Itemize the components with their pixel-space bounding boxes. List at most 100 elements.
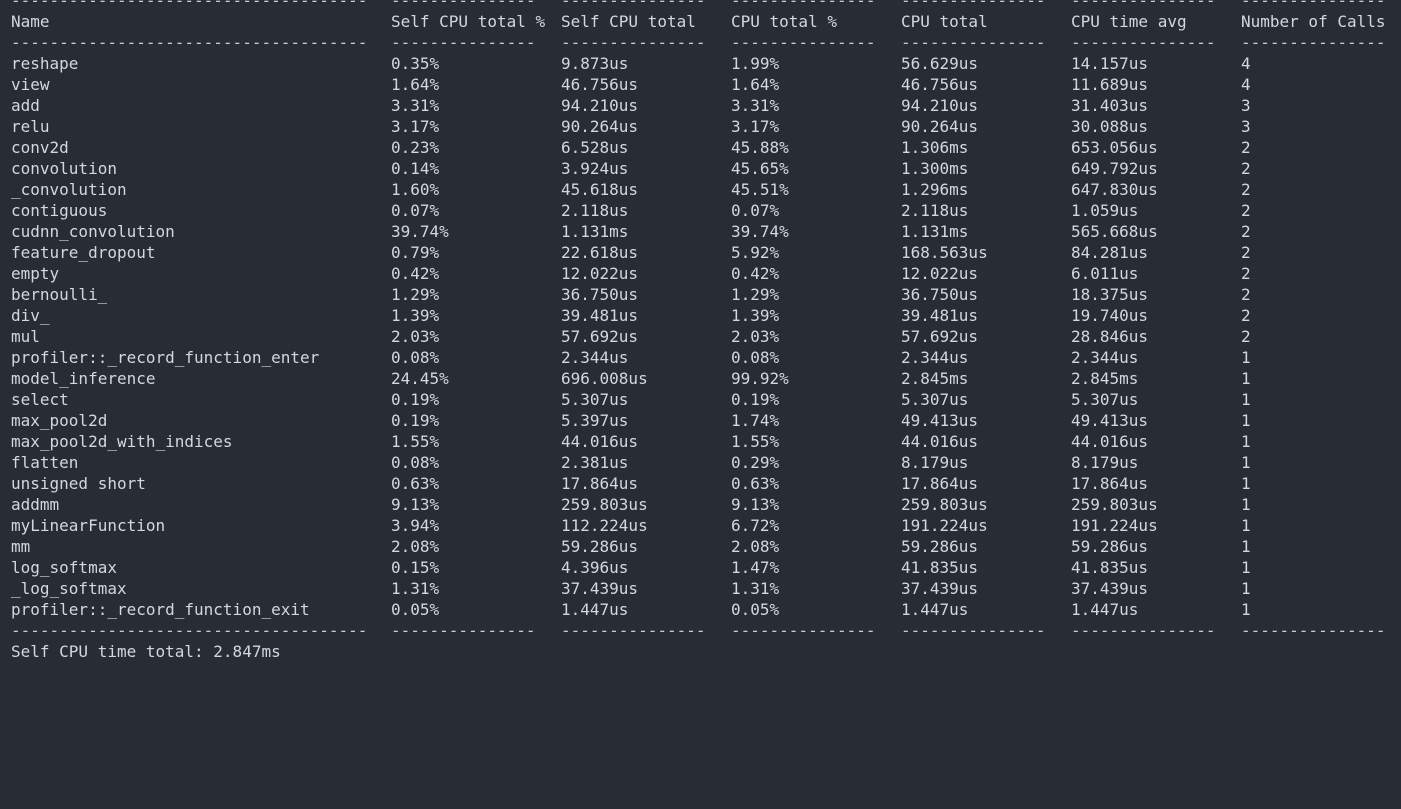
cell-cpu-total-pct: 1.29% <box>731 285 780 304</box>
cell-cpu-time-avg: 1.059us <box>1071 201 1139 220</box>
cell-cpu-total-pct: 0.19% <box>731 390 780 409</box>
cell-self-cpu-total-pct: 0.05% <box>391 600 440 619</box>
cell-cpu-time-avg: 5.307us <box>1071 390 1139 409</box>
cell-self-cpu-total-pct: 3.31% <box>391 96 440 115</box>
cell-cpu-time-avg: 41.835us <box>1071 558 1149 577</box>
table-row: addmm 9.13% 259.803us 9.13% 259.803us 259.803… <box>0 494 1401 515</box>
cell-self-cpu-total: 1.447us <box>561 600 629 619</box>
cell-self-cpu-total-pct: 0.23% <box>391 138 440 157</box>
cell-self-cpu-total: 112.224us <box>561 516 648 535</box>
cell-self-cpu-total: 57.692us <box>561 327 639 346</box>
table-row: conv2d 0.23% 6.528us 45.88% 1.306ms 653.056us… <box>0 137 1401 158</box>
cell-cpu-time-avg: 649.792us <box>1071 159 1158 178</box>
header-number-of-calls: Number of Calls <box>1241 12 1386 31</box>
cell-name: profiler::_record_function_enter <box>11 348 320 367</box>
cell-self-cpu-total-pct: 0.19% <box>391 411 440 430</box>
terminal-output: ------------------------------------- --… <box>0 0 1401 662</box>
cell-cpu-total: 168.563us <box>901 243 988 262</box>
cell-self-cpu-total: 2.344us <box>561 348 629 367</box>
cell-number-of-calls: 2 <box>1241 327 1251 346</box>
cell-name: mm <box>11 537 31 556</box>
cell-self-cpu-total-pct: 2.03% <box>391 327 440 346</box>
cell-self-cpu-total-pct: 1.39% <box>391 306 440 325</box>
cell-name: feature_dropout <box>11 243 156 262</box>
cell-cpu-total: 46.756us <box>901 75 979 94</box>
cell-self-cpu-total-pct: 0.63% <box>391 474 440 493</box>
table-row: model_inference 24.45% 696.008us 99.92% 2.84… <box>0 368 1401 389</box>
cell-self-cpu-total: 5.397us <box>561 411 629 430</box>
table-row: select 0.19% 5.307us 0.19% 5.307us 5.307us 1 <box>0 389 1401 410</box>
cell-cpu-total: 259.803us <box>901 495 988 514</box>
cell-number-of-calls: 2 <box>1241 285 1251 304</box>
cell-cpu-time-avg: 653.056us <box>1071 138 1158 157</box>
cell-number-of-calls: 2 <box>1241 264 1251 283</box>
cell-cpu-time-avg: 14.157us <box>1071 54 1149 73</box>
sep-col-self-cpu: --------------- <box>561 0 706 10</box>
cell-name: log_softmax <box>11 558 117 577</box>
bottom-separator-line: ------------------------------------- --… <box>0 620 1401 641</box>
cell-self-cpu-total: 6.528us <box>561 138 629 157</box>
cell-cpu-total: 191.224us <box>901 516 988 535</box>
cell-cpu-total-pct: 0.29% <box>731 453 780 472</box>
cell-number-of-calls: 2 <box>1241 222 1251 241</box>
table-row: flatten 0.08% 2.381us 0.29% 8.179us 8.179us 1 <box>0 452 1401 473</box>
cell-cpu-time-avg: 191.224us <box>1071 516 1158 535</box>
cell-number-of-calls: 4 <box>1241 75 1251 94</box>
cell-cpu-time-avg: 44.016us <box>1071 432 1149 451</box>
cell-self-cpu-total: 5.307us <box>561 390 629 409</box>
cell-number-of-calls: 1 <box>1241 390 1251 409</box>
cell-cpu-time-avg: 59.286us <box>1071 537 1149 556</box>
cell-cpu-total: 17.864us <box>901 474 979 493</box>
cell-cpu-total: 41.835us <box>901 558 979 577</box>
cell-cpu-time-avg: 19.740us <box>1071 306 1149 325</box>
cell-name: myLinearFunction <box>11 516 166 535</box>
cell-cpu-total: 1.306ms <box>901 138 969 157</box>
cell-cpu-time-avg: 259.803us <box>1071 495 1158 514</box>
cell-number-of-calls: 1 <box>1241 537 1251 556</box>
cell-self-cpu-total: 44.016us <box>561 432 639 451</box>
sep-col-calls: --------------- <box>1241 0 1386 10</box>
cell-number-of-calls: 1 <box>1241 495 1251 514</box>
sep-col-cpu-avg: --------------- <box>1071 33 1216 52</box>
cell-cpu-time-avg: 18.375us <box>1071 285 1149 304</box>
table-row: bernoulli_ 1.29% 36.750us 1.29% 36.750us 18.3… <box>0 284 1401 305</box>
cell-name: model_inference <box>11 369 156 388</box>
cell-cpu-total-pct: 45.65% <box>731 159 789 178</box>
cell-self-cpu-total: 696.008us <box>561 369 648 388</box>
cell-cpu-total: 36.750us <box>901 285 979 304</box>
cell-self-cpu-total: 45.618us <box>561 180 639 199</box>
cell-name: max_pool2d <box>11 411 108 430</box>
cell-cpu-total-pct: 1.31% <box>731 579 780 598</box>
cell-cpu-total: 44.016us <box>901 432 979 451</box>
sep-col-calls: --------------- <box>1241 33 1386 52</box>
cell-cpu-total: 1.447us <box>901 600 969 619</box>
sep-col-cpu-total: --------------- <box>901 621 1046 640</box>
cell-self-cpu-total-pct: 0.79% <box>391 243 440 262</box>
cell-cpu-total: 57.692us <box>901 327 979 346</box>
cell-self-cpu-total: 59.286us <box>561 537 639 556</box>
cell-cpu-total-pct: 6.72% <box>731 516 780 535</box>
cell-cpu-total-pct: 0.42% <box>731 264 780 283</box>
cell-cpu-total-pct: 1.74% <box>731 411 780 430</box>
cell-self-cpu-total: 22.618us <box>561 243 639 262</box>
self-cpu-time-total: Self CPU time total: 2.847ms <box>0 641 1401 662</box>
table-row: log_softmax 0.15% 4.396us 1.47% 41.835us 41.8… <box>0 557 1401 578</box>
table-row: add 3.31% 94.210us 3.31% 94.210us 31.403us 3 <box>0 95 1401 116</box>
cell-self-cpu-total: 1.131ms <box>561 222 629 241</box>
cell-cpu-total-pct: 99.92% <box>731 369 789 388</box>
cell-cpu-total-pct: 9.13% <box>731 495 780 514</box>
sep-col-name: ------------------------------------- <box>11 0 368 10</box>
cell-name: convolution <box>11 159 117 178</box>
cell-cpu-total-pct: 1.39% <box>731 306 780 325</box>
header-name: Name <box>11 12 50 31</box>
cell-cpu-total-pct: 0.63% <box>731 474 780 493</box>
cell-self-cpu-total-pct: 2.08% <box>391 537 440 556</box>
cell-self-cpu-total-pct: 1.64% <box>391 75 440 94</box>
cell-cpu-total-pct: 1.55% <box>731 432 780 451</box>
table-row: contiguous 0.07% 2.118us 0.07% 2.118us 1.059u… <box>0 200 1401 221</box>
cell-self-cpu-total-pct: 1.60% <box>391 180 440 199</box>
cell-number-of-calls: 2 <box>1241 138 1251 157</box>
table-row: _log_softmax 1.31% 37.439us 1.31% 37.439us 37… <box>0 578 1401 599</box>
cell-number-of-calls: 1 <box>1241 558 1251 577</box>
cell-self-cpu-total-pct: 3.17% <box>391 117 440 136</box>
